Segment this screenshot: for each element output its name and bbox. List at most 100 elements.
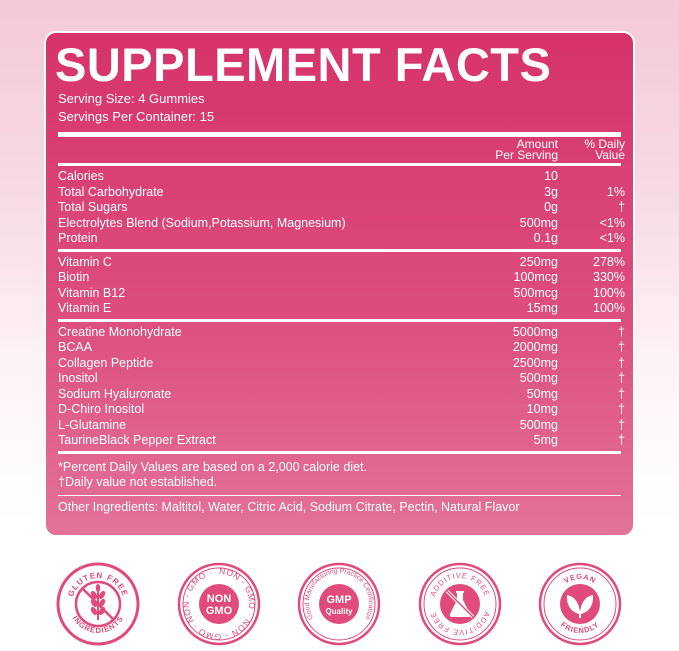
nutrient-amount: 500mg [519,371,558,385]
nutrient-name: Total Carbohydrate [58,184,164,199]
nutrient-daily-value: † [618,340,625,354]
vitamins-section: Vitamin C 250mg 278% Biotin 100mcg 330% Vitami… [58,252,625,319]
nutrient-row: D-Chiro Inositol 10mg † [58,402,625,418]
nutrient-row: Vitamin C 250mg 278% [58,254,625,271]
nutrient-amount: 500mg [519,215,558,230]
divider [58,163,621,166]
dv-header-line1: % Daily [584,137,625,151]
non-gmo-badge: NON - GMO · NON - GMO · NON - GMO · NON … [177,562,261,646]
nutrient-row: Vitamin B12 500mcg 100% [58,285,625,302]
non-gmo-line2: GMO [206,605,233,617]
nutrient-row: TaurineBlack Pepper Extract 5mg † [58,433,625,449]
divider [58,248,621,252]
nutrient-daily-value: <1% [599,231,625,245]
nutrient-amount: 2000mg [512,340,558,354]
amount-header-line2: Per Serving [495,148,558,162]
additive-free-badge: ADDITIVE FREE ADDITIVE FREE [418,562,502,646]
nutrient-daily-value: 278% [593,254,625,269]
nutrient-name: TaurineBlack Pepper Extract [58,433,216,447]
nutrient-name: Electrolytes Blend (Sodium,Potassium, Ma… [58,215,346,230]
nutrient-amount: 5000mg [512,324,558,339]
blend-section: Creatine Monohydrate 5000mg † BCAA 2000mg † Co… [58,322,625,451]
nutrient-daily-value: † [618,402,625,416]
gluten-free-badge: GLUTEN FREE INGREDIENTS [56,562,140,646]
nutrient-daily-value: † [618,433,625,447]
nutrient-row: L-Glutamine 500mg † [58,417,625,434]
nutrient-daily-value: 100% [593,301,625,315]
vegan-badge: VEGAN FRIENDLY [538,562,622,646]
amount-header: Amount Per Serving [448,137,558,162]
nutrient-daily-value: 1% [606,184,625,199]
nutrient-name: Inositol [58,371,98,385]
nutrient-row: Sodium Hyaluronate 50mg † [58,386,625,403]
nutrient-row: Creatine Monohydrate 5000mg † [58,324,625,341]
nutrient-amount: 5mg [533,433,558,447]
nutrient-daily-value: † [618,200,625,214]
nutrient-name: Collagen Peptide [58,355,154,370]
nutrient-daily-value: † [618,371,625,385]
nutrient-row: Collagen Peptide 2500mg † [58,355,625,372]
nutrient-name: Vitamin C [58,254,112,269]
certification-badges: GLUTEN FREE INGREDIENTS NON - GMO · NON … [0,560,679,651]
supplement-facts-panel: SUPPLEMENT FACTS Serving Size: 4 Gummies… [44,31,635,537]
vegan-top-text: VEGAN [562,572,597,585]
nutrient-daily-value: 330% [593,270,625,284]
nutrient-daily-value: 100% [593,285,625,300]
no-flask-icon [445,589,475,619]
nutrient-row: Vitamin E 15mg 100% [58,301,625,317]
panel-title: SUPPLEMENT FACTS [55,38,552,91]
nutrient-daily-value: † [618,417,625,432]
non-gmo-line1: NON [207,593,232,605]
divider [58,450,621,454]
nutrient-row: BCAA 2000mg † [58,340,625,356]
nutrient-row: Electrolytes Blend (Sodium,Potassium, Ma… [58,215,625,232]
footnote-not-established: †Daily value not established. [58,474,218,489]
gmp-line1: GMP [326,594,351,606]
svg-text:VEGAN: VEGAN [562,572,598,585]
nutrient-row: Protein 0.1g <1% [58,231,625,247]
footnotes: *Percent Daily Values are based on a 2,0… [58,454,621,495]
nutrient-amount: 10 [544,169,558,183]
nutrient-amount: 2500mg [512,355,558,370]
gmp-seal-icon [319,584,359,624]
nutrient-daily-value: † [618,355,625,370]
nutrient-amount: 500mg [519,417,558,432]
gmp-line2: Quality [325,607,353,616]
amount-header-line1: Amount [516,137,558,151]
nutrient-name: Calories [58,169,104,183]
gmp-badge: Good Manufacturing Practice Certificatio… [297,562,381,646]
nutrient-row: Inositol 500mg † [58,371,625,387]
nutrient-amount: 3g [544,184,558,199]
non-gmo-seal-icon [199,584,239,624]
nutrient-amount: 10mg [526,402,558,416]
nutrient-name: D-Chiro Inositol [58,402,145,416]
nutrient-name: Vitamin E [58,301,112,315]
nutrient-amount: 15mg [526,301,558,315]
nutrient-daily-value: <1% [599,215,625,230]
nutrient-daily-value: † [618,324,625,339]
serving-size: Serving Size: 4 Gummies [58,91,205,106]
nutrient-amount: 50mg [526,386,558,401]
nutrient-daily-value: † [618,386,625,401]
nutrient-amount: 500mcg [513,285,558,300]
divider-thin [58,494,621,496]
dv-header-line2: Value [595,148,625,162]
nutrient-row: Total Sugars 0g † [58,200,625,216]
nutrient-amount: 100mcg [513,270,558,284]
nutrient-name: Vitamin B12 [58,285,126,300]
daily-value-header: % Daily Value [558,137,625,162]
servings-per-container: Servings Per Container: 15 [58,109,215,124]
nutrient-name: Total Sugars [58,200,128,214]
nutrient-name: BCAA [58,340,93,354]
divider-thick [58,132,621,137]
leaf-icon [566,595,594,618]
column-header: Amount Per Serving % Daily Value [58,137,625,163]
nutrient-name: L-Glutamine [58,417,127,432]
divider [58,318,621,322]
nutrient-amount: 0g [544,200,558,214]
nutrient-amount: 0.1g [533,231,558,245]
nutrient-row: Total Carbohydrate 3g 1% [58,184,625,201]
other-ingredients: Other Ingredients: Maltitol, Water, Citr… [58,499,520,514]
footnote-percent-dv: *Percent Daily Values are based on a 2,0… [58,459,367,474]
nutrient-row: Calories 10 [58,169,621,185]
